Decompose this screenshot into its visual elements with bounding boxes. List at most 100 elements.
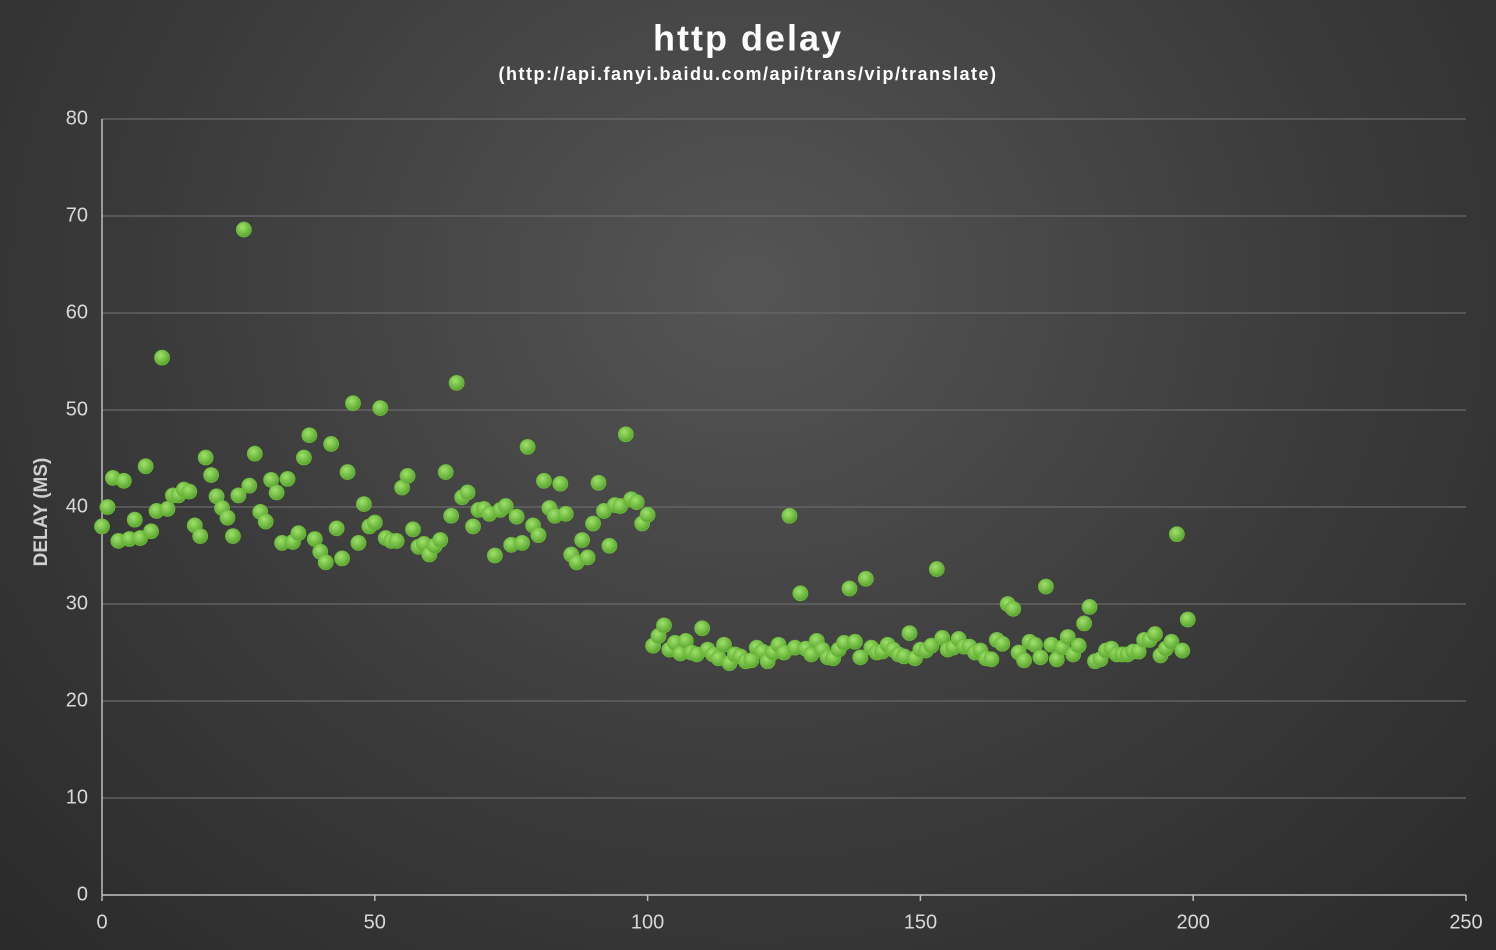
point	[328, 520, 345, 537]
point	[350, 534, 367, 551]
y-tick-label: 0	[77, 883, 88, 905]
point	[792, 585, 809, 602]
point	[1059, 629, 1076, 645]
point	[579, 549, 596, 566]
y-tick-label: 40	[66, 495, 88, 517]
point	[923, 637, 940, 654]
y-tick-label: 60	[66, 301, 88, 323]
point	[443, 507, 460, 524]
x-tick-label: 0	[96, 911, 107, 933]
point	[514, 534, 531, 551]
point	[290, 525, 307, 542]
point	[639, 506, 656, 523]
point	[295, 449, 312, 466]
point	[530, 527, 547, 544]
point	[1081, 599, 1098, 615]
point	[99, 499, 116, 515]
point	[257, 513, 274, 530]
point	[126, 511, 143, 528]
point	[1005, 600, 1022, 617]
point	[486, 547, 503, 564]
point	[339, 464, 356, 480]
y-tick-label: 50	[66, 398, 88, 420]
point	[574, 532, 591, 548]
point	[437, 464, 454, 480]
y-tick-label: 70	[66, 204, 88, 226]
point	[246, 445, 263, 462]
point	[345, 395, 361, 412]
point	[841, 580, 858, 597]
point	[279, 470, 296, 487]
point	[552, 475, 569, 492]
x-tick-label: 50	[364, 911, 386, 933]
point	[94, 518, 110, 535]
x-tick-label: 150	[904, 911, 937, 933]
point	[716, 636, 732, 653]
point	[219, 509, 236, 526]
point	[1147, 626, 1163, 642]
y-tick-label: 80	[66, 107, 88, 129]
point	[366, 514, 383, 531]
point	[137, 458, 154, 475]
point	[1163, 633, 1180, 650]
point	[617, 426, 634, 443]
point	[1070, 637, 1087, 654]
point	[601, 537, 618, 554]
point	[268, 484, 285, 501]
point	[585, 515, 601, 532]
point	[405, 521, 421, 538]
point	[225, 528, 241, 544]
point	[497, 498, 514, 514]
x-tick-label: 100	[631, 911, 664, 933]
x-tick-label: 250	[1449, 911, 1482, 933]
point	[181, 483, 198, 500]
point	[656, 617, 672, 634]
point	[536, 472, 552, 489]
point	[448, 374, 465, 391]
point	[203, 467, 220, 483]
point	[1037, 578, 1054, 595]
point	[852, 649, 869, 666]
point	[694, 620, 711, 637]
point	[901, 625, 918, 641]
point	[508, 508, 525, 525]
point	[1032, 649, 1049, 666]
point	[1174, 642, 1191, 659]
point	[388, 533, 405, 549]
y-axis-label: DELAY (MS)	[31, 458, 52, 567]
point	[459, 484, 476, 501]
chart-title: http delay	[653, 18, 843, 59]
point	[235, 221, 252, 238]
point	[1016, 652, 1032, 669]
point	[159, 501, 176, 517]
point	[399, 468, 416, 484]
point	[115, 472, 132, 489]
point	[241, 477, 258, 494]
point	[301, 427, 318, 444]
point	[192, 528, 209, 544]
point	[1076, 615, 1092, 632]
point	[519, 438, 536, 455]
point	[857, 570, 874, 587]
point	[557, 505, 574, 522]
point	[317, 554, 334, 571]
y-tick-label: 20	[66, 689, 88, 711]
point	[590, 474, 607, 491]
point	[1168, 526, 1185, 543]
point	[197, 449, 214, 466]
x-tick-label: 200	[1177, 911, 1210, 933]
point	[154, 349, 170, 366]
point	[928, 561, 945, 577]
y-tick-label: 10	[66, 786, 88, 808]
point	[781, 507, 798, 524]
point	[230, 487, 247, 504]
chart-subtitle: (http://api.fanyi.baidu.com/api/trans/vi…	[498, 64, 997, 84]
point	[1179, 611, 1196, 628]
point	[432, 532, 449, 548]
point	[355, 496, 372, 512]
point	[983, 651, 1000, 668]
point	[334, 550, 350, 567]
point	[628, 494, 645, 511]
